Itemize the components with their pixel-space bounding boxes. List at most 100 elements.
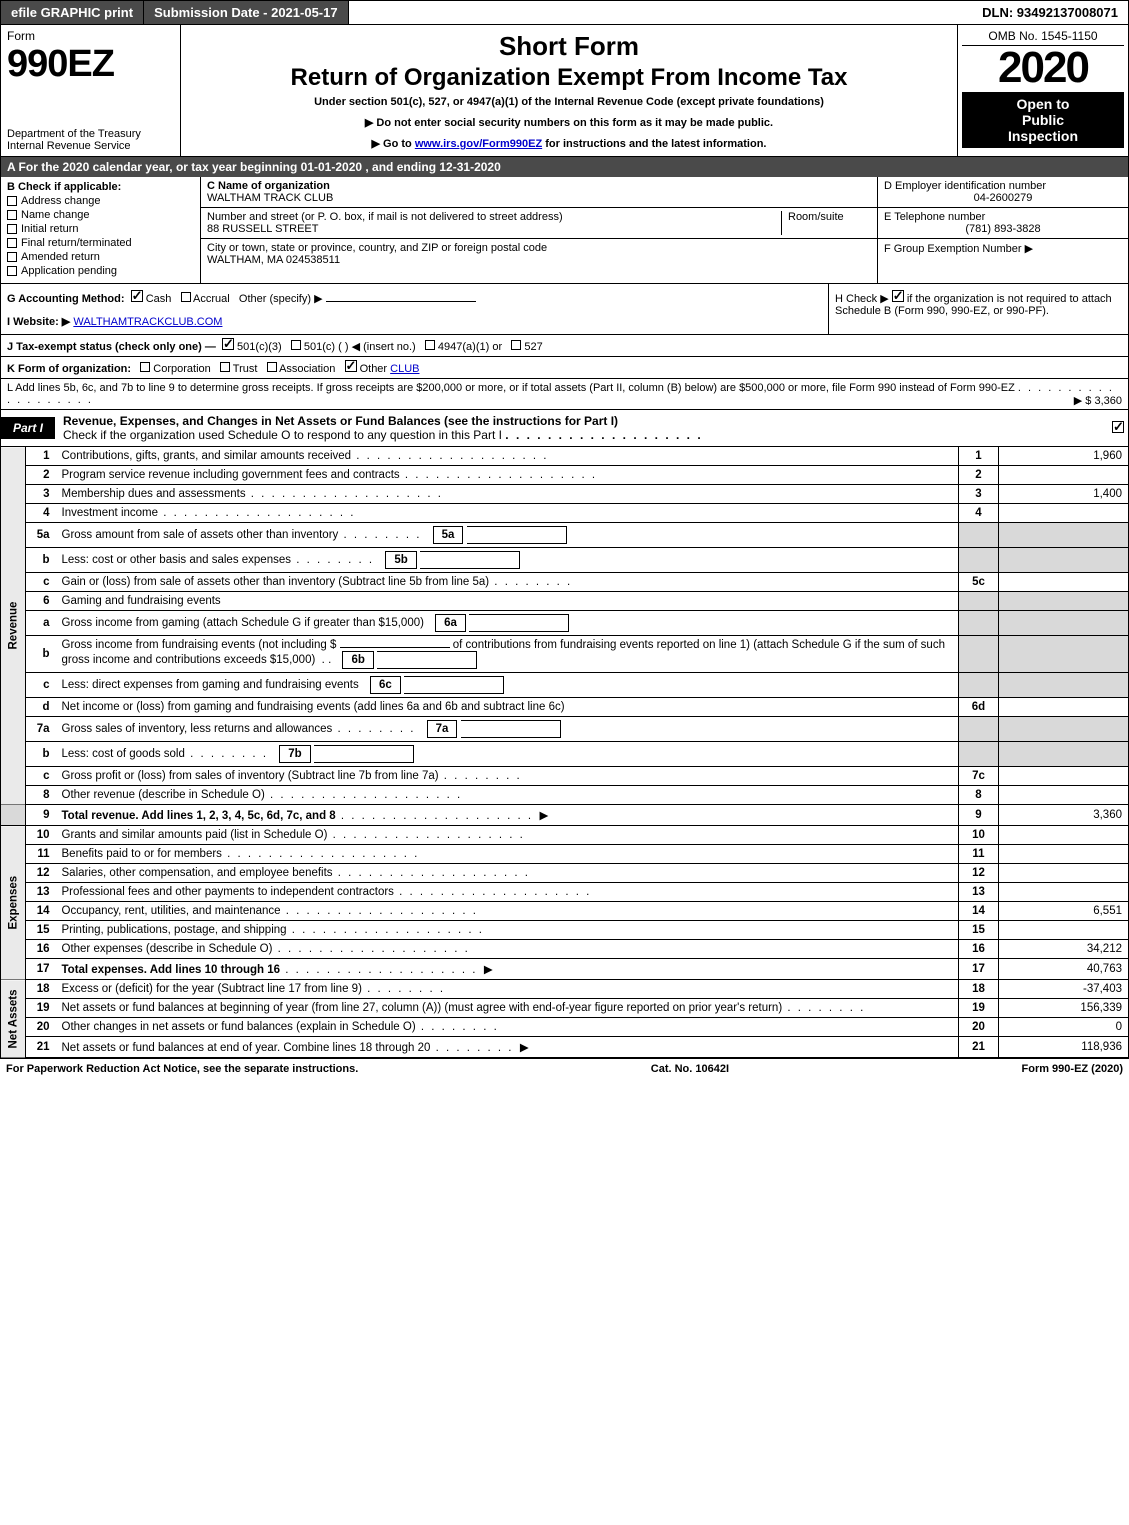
chk-501c3[interactable] <box>222 338 234 350</box>
dln-label: DLN: 93492137008071 <box>972 1 1128 24</box>
department-label: Department of the Treasury Internal Reve… <box>7 128 141 152</box>
chk-schedule-b-not-required[interactable] <box>892 290 904 302</box>
form-header: Form 990EZ Department of the Treasury In… <box>0 25 1129 157</box>
table-row: a Gross income from gaming (attach Sched… <box>1 611 1129 636</box>
chk-cash[interactable] <box>131 290 143 302</box>
page-footer: For Paperwork Reduction Act Notice, see … <box>0 1058 1129 1079</box>
part-1-title: Revenue, Expenses, and Changes in Net As… <box>63 414 618 428</box>
table-row: 5a Gross amount from sale of assets othe… <box>1 523 1129 548</box>
chk-application-pending[interactable] <box>7 266 17 276</box>
table-row: 2Program service revenue including gover… <box>1 466 1129 485</box>
open-to-public-box: Open to Public Inspection <box>962 92 1124 148</box>
line-g-label: G Accounting Method: <box>7 293 125 305</box>
chk-501c[interactable] <box>291 340 301 350</box>
chk-corporation[interactable] <box>140 362 150 372</box>
table-row: 19Net assets or fund balances at beginni… <box>1 999 1129 1018</box>
chk-schedule-o-used[interactable] <box>1112 421 1124 433</box>
table-row: 13Professional fees and other payments t… <box>1 883 1129 902</box>
line-j: J Tax-exempt status (check only one) — 5… <box>0 335 1129 357</box>
footer-left: For Paperwork Reduction Act Notice, see … <box>6 1063 358 1075</box>
chk-amended-return[interactable] <box>7 252 17 262</box>
table-row: c Less: direct expenses from gaming and … <box>1 673 1129 698</box>
note-goto: ▶ Go to www.irs.gov/Form990EZ for instru… <box>187 137 951 150</box>
chk-other-org[interactable] <box>345 360 357 372</box>
form-number: 990EZ <box>7 43 174 86</box>
part-1-subtitle: Check if the organization used Schedule … <box>63 428 502 442</box>
table-row: 20Other changes in net assets or fund ba… <box>1 1018 1129 1037</box>
chk-527[interactable] <box>511 340 521 350</box>
section-c: C Name of organization WALTHAM TRACK CLU… <box>201 177 878 283</box>
city-label: City or town, state or province, country… <box>207 242 547 254</box>
form-label: Form <box>7 29 174 43</box>
entity-block: B Check if applicable: Address change Na… <box>0 177 1129 284</box>
table-row: Expenses 10Grants and similar amounts pa… <box>1 826 1129 845</box>
table-row: dNet income or (loss) from gaming and fu… <box>1 698 1129 717</box>
table-row: 17 Total expenses. Add lines 10 through … <box>1 959 1129 980</box>
chk-name-change[interactable] <box>7 210 17 220</box>
line-l: L Add lines 5b, 6c, and 7b to line 9 to … <box>0 379 1129 410</box>
table-row: 15Printing, publications, postage, and s… <box>1 921 1129 940</box>
line-h-prefix: H Check ▶ <box>835 293 889 305</box>
irs-link[interactable]: www.irs.gov/Form990EZ <box>415 138 542 150</box>
phone-label: E Telephone number <box>884 211 985 223</box>
revenue-table: Revenue 1Contributions, gifts, grants, a… <box>0 447 1129 826</box>
table-row: b Gross income from fundraising events (… <box>1 636 1129 673</box>
lines-g-h: G Accounting Method: Cash Accrual Other … <box>0 284 1129 335</box>
table-row: cGross profit or (loss) from sales of in… <box>1 767 1129 786</box>
net-assets-table: Net Assets 18Excess or (deficit) for the… <box>0 980 1129 1058</box>
room-suite-label: Room/suite <box>788 211 844 223</box>
section-def: D Employer identification number 04-2600… <box>878 177 1128 283</box>
sidebar-net-assets: Net Assets <box>1 980 26 1058</box>
table-row: b Less: cost or other basis and sales ex… <box>1 548 1129 573</box>
sidebar-expenses: Expenses <box>1 826 26 980</box>
table-row: 6Gaming and fundraising events <box>1 592 1129 611</box>
line-i-label: I Website: ▶ <box>7 316 70 328</box>
line-k: K Form of organization: Corporation Trus… <box>0 357 1129 379</box>
table-row: b Less: cost of goods sold 7b <box>1 742 1129 767</box>
submission-date-field: Submission Date - 2021-05-17 <box>144 1 349 24</box>
chk-final-return[interactable] <box>7 238 17 248</box>
title-main: Return of Organization Exempt From Incom… <box>187 64 951 92</box>
tax-year: 2020 <box>962 46 1124 90</box>
chk-association[interactable] <box>267 362 277 372</box>
efile-print-button[interactable]: efile GRAPHIC print <box>1 1 144 24</box>
part-1-header: Part I Revenue, Expenses, and Changes in… <box>0 410 1129 447</box>
chk-initial-return[interactable] <box>7 224 17 234</box>
expenses-table: Expenses 10Grants and similar amounts pa… <box>0 826 1129 980</box>
street-label: Number and street (or P. O. box, if mail… <box>207 211 563 223</box>
table-row: 14Occupancy, rent, utilities, and mainte… <box>1 902 1129 921</box>
phone-value: (781) 893-3828 <box>884 223 1122 235</box>
ein-value: 04-2600279 <box>884 192 1122 204</box>
chk-address-change[interactable] <box>7 196 17 206</box>
table-row: 21 Net assets or fund balances at end of… <box>1 1037 1129 1058</box>
table-row: 16Other expenses (describe in Schedule O… <box>1 940 1129 959</box>
table-row: 9 Total revenue. Add lines 1, 2, 3, 4, 5… <box>1 805 1129 826</box>
chk-4947a1[interactable] <box>425 340 435 350</box>
table-row: 3Membership dues and assessments 31,400 <box>1 485 1129 504</box>
table-row: Net Assets 18Excess or (deficit) for the… <box>1 980 1129 999</box>
chk-trust[interactable] <box>220 362 230 372</box>
other-org-value[interactable]: CLUB <box>390 363 419 375</box>
footer-mid: Cat. No. 10642I <box>651 1063 729 1075</box>
city-value: WALTHAM, MA 024538511 <box>207 254 340 266</box>
table-row: 7a Gross sales of inventory, less return… <box>1 717 1129 742</box>
table-row: cGain or (loss) from sale of assets othe… <box>1 573 1129 592</box>
org-name: WALTHAM TRACK CLUB <box>207 192 333 204</box>
group-exemption-label: F Group Exemption Number ▶ <box>884 243 1033 255</box>
topbar: efile GRAPHIC print Submission Date - 20… <box>0 0 1129 25</box>
chk-accrual[interactable] <box>181 292 191 302</box>
table-row: 4Investment income 4 <box>1 504 1129 523</box>
line-a-tax-year: A For the 2020 calendar year, or tax yea… <box>0 157 1129 177</box>
table-row: 11Benefits paid to or for members11 <box>1 845 1129 864</box>
line-l-amount: ▶ $ 3,360 <box>1074 394 1122 407</box>
street-value: 88 RUSSELL STREET <box>207 223 318 235</box>
org-name-label: C Name of organization <box>207 180 330 192</box>
title-subtitle: Under section 501(c), 527, or 4947(a)(1)… <box>187 96 951 108</box>
footer-right: Form 990-EZ (2020) <box>1022 1063 1123 1075</box>
table-row: 8Other revenue (describe in Schedule O) … <box>1 786 1129 805</box>
section-b: B Check if applicable: Address change Na… <box>1 177 201 283</box>
title-short-form: Short Form <box>187 31 951 62</box>
website-link[interactable]: WALTHAMTRACKCLUB.COM <box>73 316 222 328</box>
part-1-label: Part I <box>1 417 55 439</box>
sidebar-revenue: Revenue <box>1 447 26 805</box>
